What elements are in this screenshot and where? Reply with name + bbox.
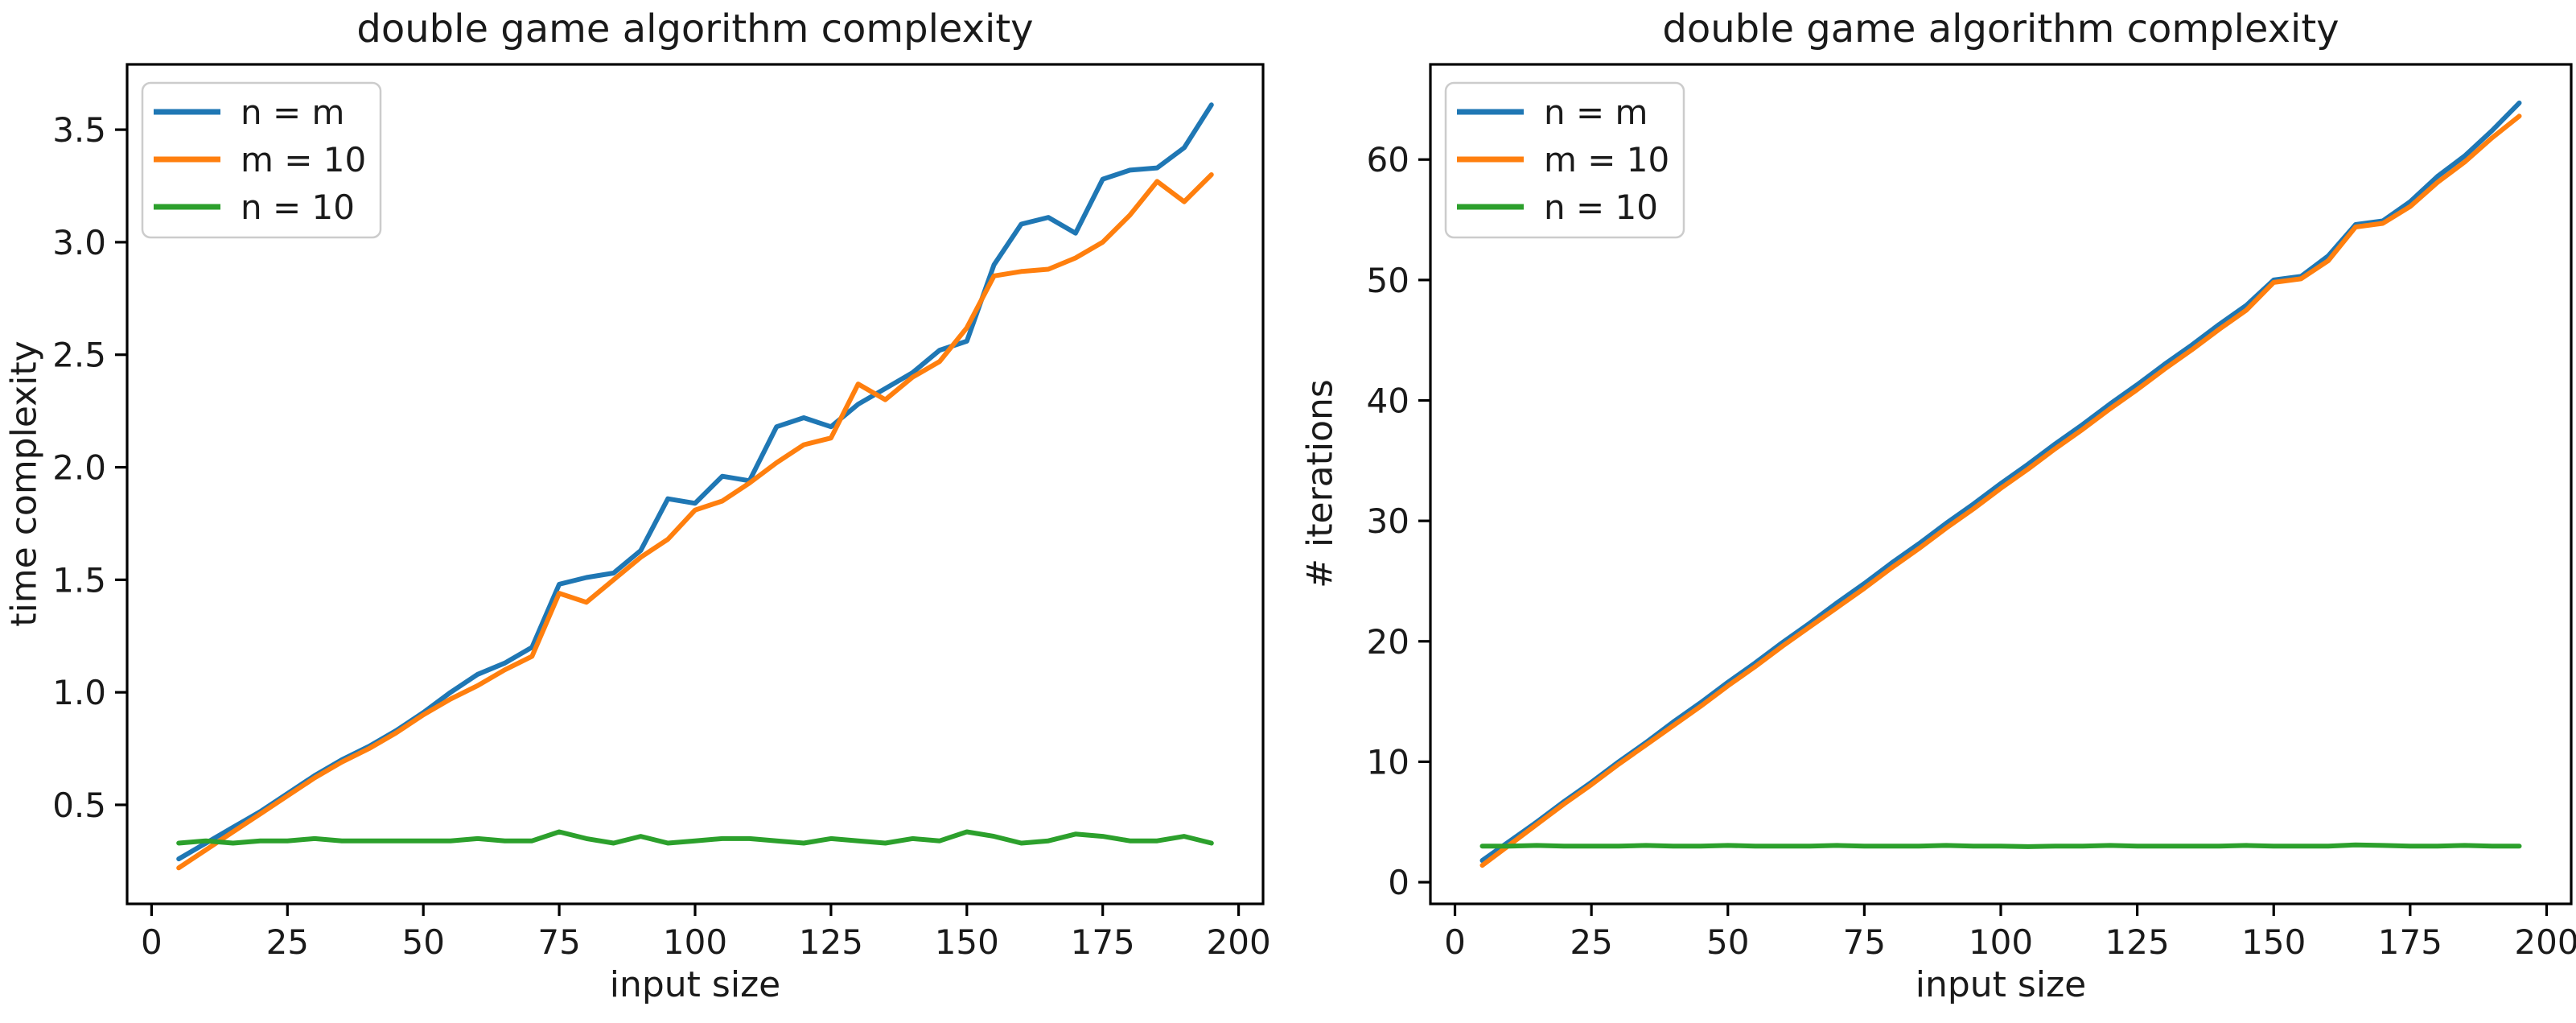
x-axis-label: input size (1915, 964, 2087, 1005)
y-tick-label: 0.5 (52, 786, 106, 825)
y-tick-label: 40 (1367, 381, 1409, 420)
time-complexity-plot-canvas: 0 25 50 75 100 125 150 175 200 0.5 1.0 1.5 2.0 2.5 3.0… (52, 63, 1271, 962)
chart-title: double game algorithm complexity (1662, 6, 2339, 52)
chart-iterations: 0 25 50 75 100 125 150 175 200 0 10 20 30 40 50 60 n = m… (1288, 0, 2576, 1023)
series-line-n=10 (1479, 842, 2522, 849)
x-tick-label: 200 (2514, 922, 2576, 962)
legend-entry-label: n = m (1544, 93, 1648, 132)
legend-entry-label: m = 10 (1544, 140, 1669, 179)
legend-box (1444, 81, 1685, 239)
x-tick-label: 50 (401, 922, 444, 962)
chart-title: double game algorithm complexity (356, 6, 1034, 52)
legend-entry-label: n = 10 (241, 188, 355, 227)
x-tick-label: 100 (1969, 922, 2033, 962)
y-tick-label: 50 (1367, 261, 1409, 300)
series-line-n=10 (176, 829, 1214, 846)
x-tick-label: 50 (1706, 922, 1749, 962)
y-tick-label: 1.0 (52, 673, 106, 712)
x-tick-label: 75 (1843, 922, 1886, 962)
series-line-m=10 (1479, 113, 2522, 868)
legend-entry-label: n = m (241, 93, 344, 132)
x-tick-label: 175 (2378, 922, 2442, 962)
x-tick-label: 175 (1071, 922, 1135, 962)
x-tick-label: 125 (2105, 922, 2170, 962)
x-tick-label: 100 (663, 922, 727, 962)
y-tick-label: 3.5 (52, 110, 106, 150)
x-tick-label: 25 (1570, 922, 1612, 962)
x-tick-label: 75 (537, 922, 580, 962)
y-tick-label: 60 (1367, 140, 1409, 179)
y-tick-label: 20 (1367, 622, 1409, 662)
x-tick-label: 150 (2241, 922, 2306, 962)
y-axis-label: # iterations (1299, 379, 1341, 588)
y-tick-label: 2.5 (52, 336, 106, 375)
x-axis-label: input size (609, 964, 781, 1005)
y-tick-label: 10 (1367, 742, 1409, 782)
x-tick-label: 25 (266, 922, 309, 962)
iterations-plot-canvas: 0 25 50 75 100 125 150 175 200 0 10 20 30 40 50 60 n = m… (1367, 63, 2576, 962)
x-tick-label: 200 (1207, 922, 1271, 962)
x-tick-label: 150 (935, 922, 999, 962)
x-tick-label: 125 (799, 922, 863, 962)
series-line-m=10 (176, 172, 1214, 871)
y-axis-label: time complexity (3, 340, 45, 627)
y-tick-label: 30 (1367, 501, 1409, 541)
y-tick-label: 2.0 (52, 448, 106, 488)
legend-box (141, 81, 382, 239)
legend-entry-label: m = 10 (241, 140, 366, 179)
chart-time-complexity: 0 25 50 75 100 125 150 175 200 0.5 1.0 1.5 2.0 2.5 3.0… (3, 6, 1271, 1005)
y-tick-label: 0 (1388, 863, 1409, 902)
y-tick-label: 1.5 (52, 560, 106, 600)
y-tick-label: 3.0 (52, 223, 106, 262)
x-tick-label: 0 (1444, 922, 1466, 962)
x-tick-label: 0 (141, 922, 163, 962)
legend-entry-label: n = 10 (1544, 188, 1658, 227)
